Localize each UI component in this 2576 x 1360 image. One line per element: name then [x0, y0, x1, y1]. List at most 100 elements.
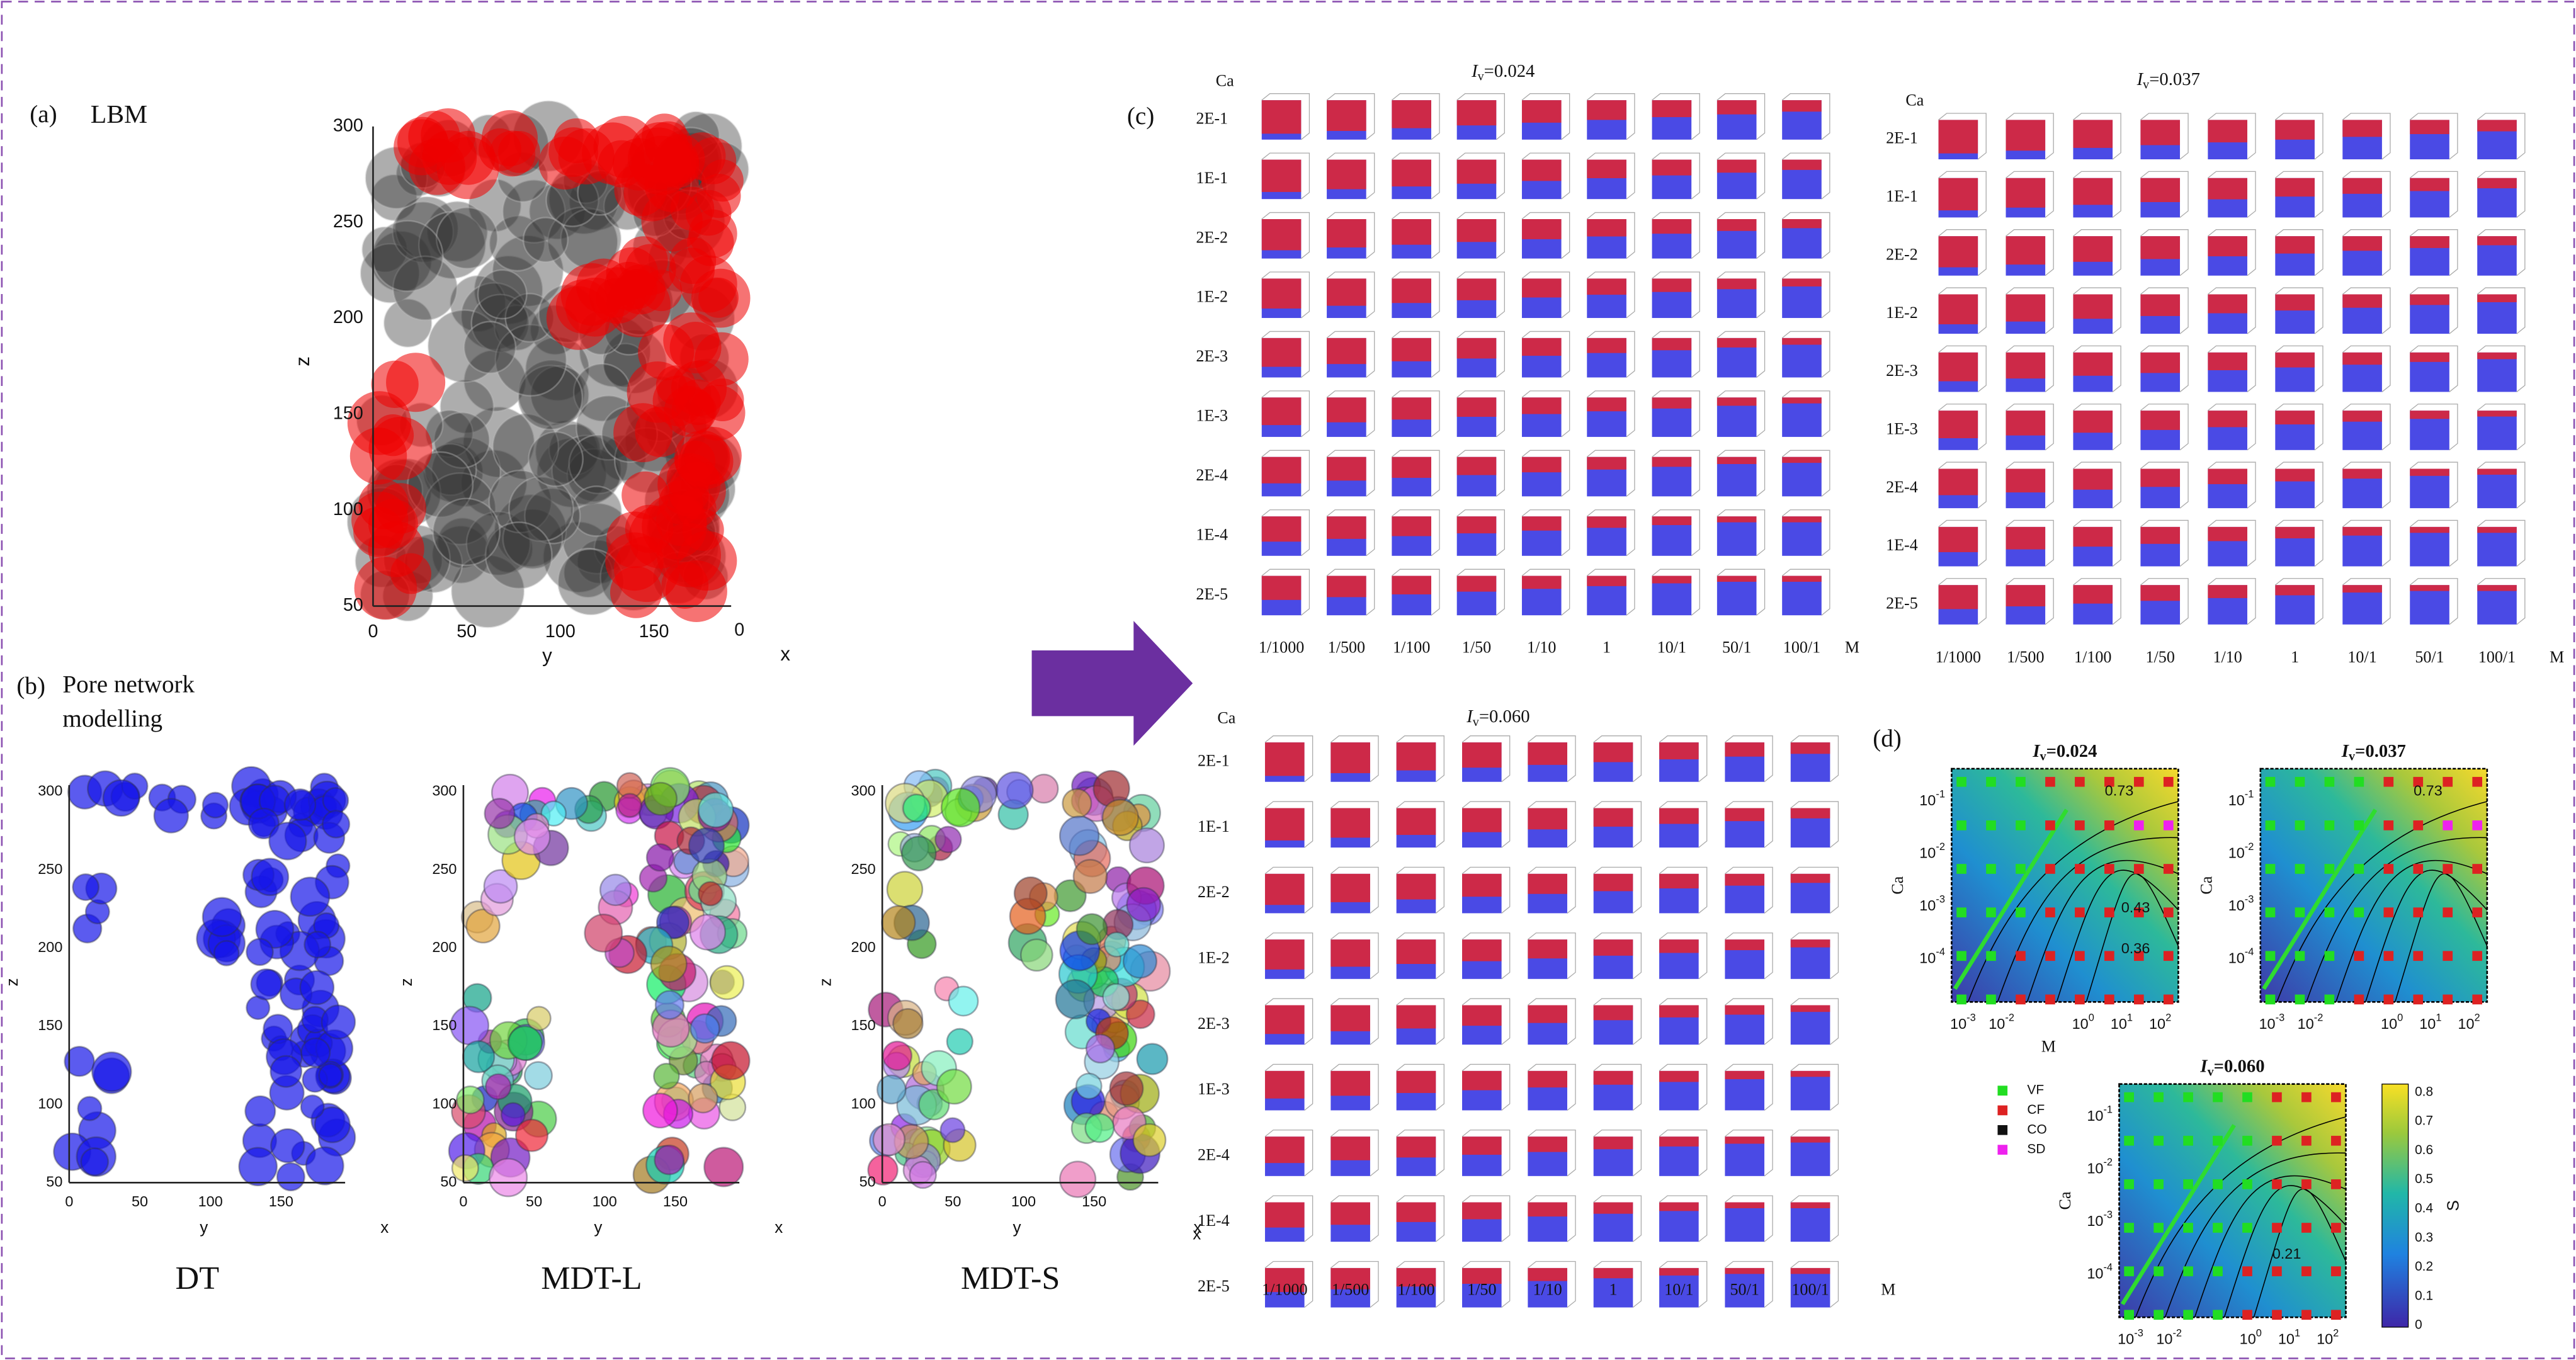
tick-label: 10-3: [2087, 1210, 2113, 1229]
thumbnail-fluid: [1528, 742, 1567, 765]
contour-label: 0.73: [2414, 783, 2443, 799]
pore: [1086, 1034, 1115, 1063]
panel-title: modelling: [62, 705, 162, 732]
tick-label: 300: [432, 783, 457, 799]
tick-base: 10: [2228, 792, 2245, 808]
tick-label: 150: [639, 621, 669, 642]
pore: [689, 1084, 718, 1113]
title-symbol: I: [2199, 1056, 2208, 1076]
row-label: 1E-2: [1886, 303, 1918, 322]
tick-exponent: -3: [1936, 894, 1945, 905]
regime-marker: [2295, 995, 2305, 1005]
particle: [523, 218, 567, 262]
thumbnail-fluid: [1659, 808, 1699, 824]
pore: [935, 827, 961, 853]
thumbnail-fluid: [1392, 457, 1431, 478]
fluid-blob: [613, 403, 672, 462]
thumbnail-fluid: [1327, 516, 1366, 539]
regime-marker: [2413, 820, 2423, 830]
regime-marker: [1956, 907, 1966, 917]
thumbnail-fluid: [2208, 469, 2247, 484]
regime-marker: [2331, 1223, 2341, 1233]
regime-marker: [2354, 907, 2364, 917]
subplot-name: DT: [176, 1261, 220, 1296]
thumbnail-fluid: [1725, 1136, 1764, 1143]
thumbnail-fluid: [1462, 1071, 1502, 1091]
thumbnail-fluid: [1457, 397, 1497, 417]
regime-marker: [2325, 995, 2335, 1005]
pore: [883, 1041, 912, 1070]
regime-marker: [2384, 820, 2394, 830]
col-label: 50/1: [1730, 1280, 1759, 1298]
legend-label: VF: [2027, 1083, 2044, 1097]
thumbnail-solid: [1725, 1203, 1764, 1242]
pore: [525, 1062, 552, 1089]
regime-marker: [2164, 777, 2174, 787]
thumbnail-fluid: [1659, 939, 1699, 953]
regime-marker: [2153, 1310, 2164, 1320]
tick-label: 100: [198, 1193, 223, 1210]
thumbnail-fluid: [1331, 808, 1370, 837]
thumbnail-fluid: [1717, 516, 1757, 522]
thumbnail-fluid: [1528, 1006, 1567, 1023]
pore: [882, 906, 915, 939]
pore: [322, 811, 349, 838]
fluid-blob: [701, 378, 744, 421]
regime-marker: [2242, 1179, 2252, 1189]
thumbnail-fluid: [1262, 397, 1302, 425]
pore: [485, 1074, 511, 1099]
thumbnail-fluid: [1652, 278, 1692, 292]
fluid-blob: [669, 462, 726, 519]
thumbnail-fluid: [1587, 576, 1626, 586]
thumbnail-fluid: [2275, 469, 2315, 482]
thumbnail-fluid: [1327, 576, 1366, 598]
thumbnail-fluid: [2140, 178, 2180, 202]
fluid-blob: [422, 130, 477, 185]
regime-marker: [2134, 864, 2144, 874]
pore: [585, 914, 622, 951]
regime-marker: [2295, 951, 2305, 961]
thumbnail-fluid: [2410, 411, 2449, 419]
regime-marker: [2124, 1092, 2134, 1102]
pore: [910, 1162, 936, 1188]
pore: [1077, 914, 1107, 944]
thumbnail-fluid: [1457, 338, 1497, 359]
row-label: 1E-1: [1196, 169, 1228, 187]
pore: [996, 772, 1033, 808]
pore: [203, 898, 241, 936]
regime-marker: [2164, 864, 2174, 874]
thumbnail-fluid: [1462, 1006, 1502, 1026]
pore: [489, 1159, 527, 1196]
regime-marker: [2325, 777, 2335, 787]
tick-label: 150: [38, 1017, 62, 1033]
thumbnail-fluid: [2342, 236, 2382, 251]
regime-marker: [2183, 1223, 2193, 1233]
row-label: 2E-1: [1198, 751, 1230, 769]
col-label: 100/1: [1791, 1280, 1829, 1298]
thumbnail-fluid: [1397, 742, 1436, 770]
regime-marker: [2266, 864, 2276, 874]
thumbnail-fluid: [1331, 939, 1370, 966]
fluid-blob: [498, 131, 540, 173]
thumbnail-fluid: [2410, 527, 2449, 533]
regime-marker: [2325, 820, 2335, 830]
regime-marker: [2183, 1092, 2193, 1102]
regime-marker: [2331, 1310, 2341, 1320]
thumbnail-fluid: [1587, 278, 1626, 295]
regime-marker: [2104, 995, 2114, 1005]
tick-label: 10-2: [2228, 841, 2254, 861]
fluid-blob: [372, 361, 419, 408]
pore: [1103, 800, 1138, 836]
tick-label: 100: [432, 1095, 457, 1111]
regime-marker: [2242, 1136, 2252, 1146]
tick-label: 100: [38, 1095, 62, 1111]
thumbnail-fluid: [1262, 160, 1302, 192]
thumbnail-fluid: [1522, 160, 1562, 181]
regime-marker: [2164, 820, 2174, 830]
row-label: 2E-3: [1886, 361, 1918, 380]
colorbar-tick: 0.3: [2415, 1230, 2433, 1245]
tick-label: 150: [851, 1017, 876, 1033]
thumbnail-fluid: [1659, 742, 1699, 759]
col-label: 1/100: [1397, 1280, 1434, 1298]
tick-exponent: -2: [2005, 1012, 2014, 1024]
